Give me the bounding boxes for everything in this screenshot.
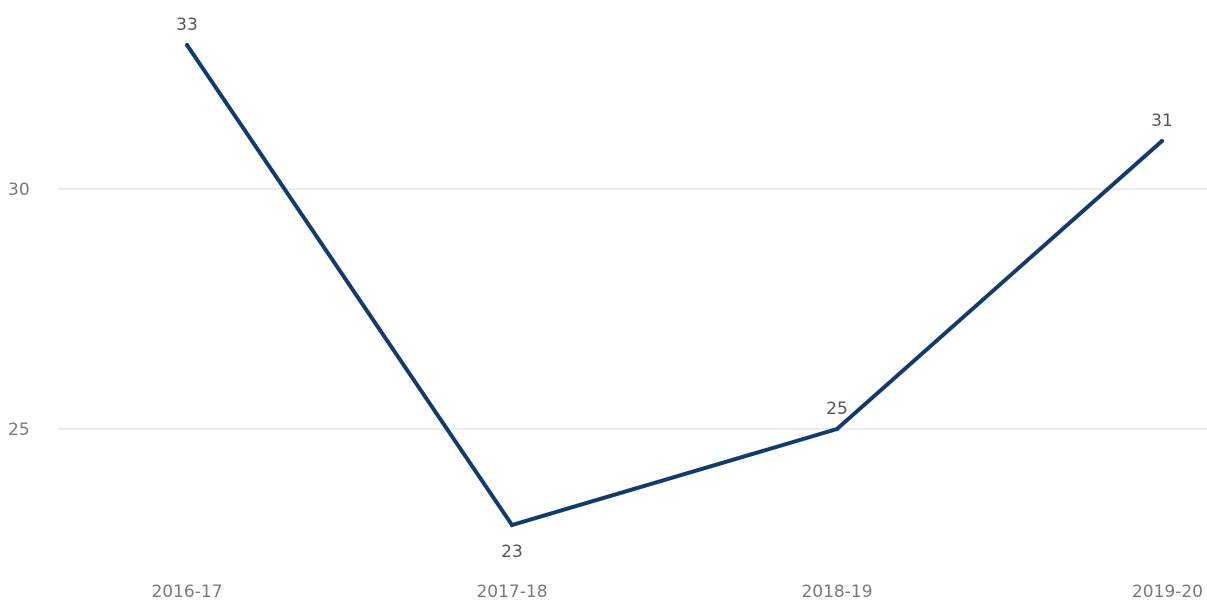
x-tick-label: 2017-18 <box>476 582 547 602</box>
x-tick-label: 2019-20 <box>1132 582 1203 602</box>
data-label: 31 <box>1151 111 1173 131</box>
data-label: 33 <box>176 15 198 35</box>
y-tick-label: 30 <box>8 180 30 200</box>
x-tick-label: 2016-17 <box>151 582 222 602</box>
data-label: 25 <box>826 399 848 419</box>
x-axis-tick-labels: 2016-17 2017-18 2018-19 2019-20 <box>151 582 1203 602</box>
data-point <box>185 43 189 47</box>
data-labels: 33 23 25 31 <box>176 15 1173 562</box>
y-axis-tick-labels: 25 30 <box>8 180 30 440</box>
data-label: 23 <box>501 542 523 562</box>
x-tick-label: 2018-19 <box>801 582 872 602</box>
y-tick-label: 25 <box>8 420 30 440</box>
gridlines <box>58 188 1207 430</box>
series-layer <box>185 43 1164 528</box>
series-line <box>185 43 1164 528</box>
data-point <box>835 427 839 431</box>
data-point <box>1160 139 1164 143</box>
data-point <box>510 523 514 527</box>
